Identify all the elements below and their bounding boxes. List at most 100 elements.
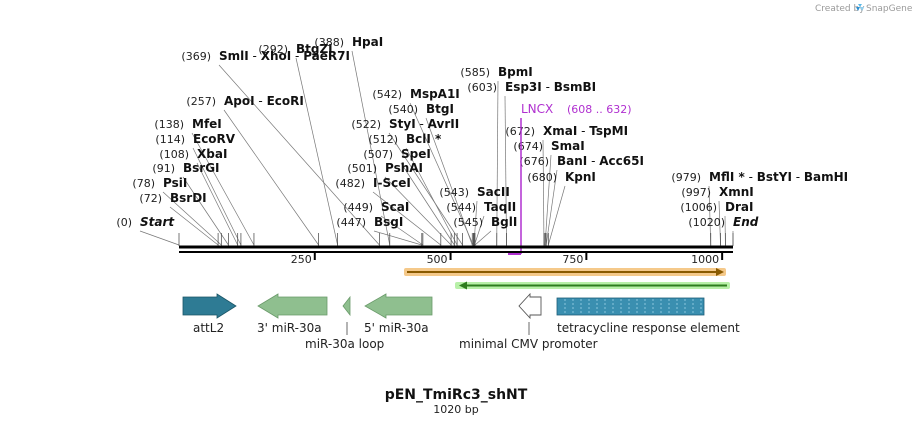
site-enzyme-name: MflI * - BstYI - BamHI bbox=[709, 170, 848, 184]
site-label[interactable]: (91) BsrGI bbox=[152, 161, 219, 175]
primer-name: LNCX bbox=[521, 102, 553, 116]
site-leader bbox=[474, 230, 492, 246]
site-enzyme-name: Start bbox=[140, 215, 175, 229]
site-leader bbox=[192, 147, 242, 246]
feature-3-mir-30a[interactable]: 3' miR-30a bbox=[257, 293, 328, 335]
primer-lncx[interactable]: LNCX (608 .. 632) bbox=[508, 102, 632, 255]
credit-text: Created by bbox=[815, 4, 865, 14]
site-label[interactable]: (257) ApoI - EcoRI bbox=[186, 94, 303, 108]
site-label[interactable]: (680) KpnI bbox=[527, 170, 596, 184]
site-leader bbox=[545, 169, 558, 246]
site-leader bbox=[169, 206, 219, 246]
site-leader bbox=[372, 191, 442, 246]
orf-forward[interactable] bbox=[404, 268, 726, 276]
ruler-tick-label: 750 bbox=[562, 253, 583, 266]
site-enzyme-name: SpeI bbox=[401, 147, 431, 161]
site-enzyme-name: SmaI bbox=[551, 139, 585, 153]
site-enzyme-name: Esp3I - BsmBI bbox=[505, 80, 596, 94]
site-label[interactable]: (447) BsgI bbox=[336, 215, 403, 229]
snapgene-logo-icon bbox=[856, 4, 864, 11]
site-leader bbox=[542, 139, 545, 246]
site-label[interactable]: (507) SpeI bbox=[363, 147, 430, 161]
feature-minimal-cmv-promoter[interactable]: minimal CMV promoter bbox=[459, 292, 598, 351]
site-position: (680) bbox=[527, 171, 557, 184]
site-leader bbox=[409, 102, 474, 246]
site-label[interactable]: (540) BtgI bbox=[388, 102, 454, 116]
site-label[interactable]: (979) MflI * - BstYI - BamHI bbox=[671, 170, 848, 184]
site-label[interactable]: (1006) DraI bbox=[680, 200, 753, 214]
site-label[interactable]: (78) PsiI bbox=[132, 176, 187, 190]
site-enzyme-name: End bbox=[733, 215, 759, 229]
site-label[interactable]: (449) ScaI bbox=[343, 200, 409, 214]
site-leader bbox=[223, 109, 319, 246]
site-enzyme-name: XmnI bbox=[719, 185, 754, 199]
site-position: (501) bbox=[347, 162, 377, 175]
site-position: (585) bbox=[460, 66, 490, 79]
site-label[interactable]: (522) StyI - AvrII bbox=[351, 117, 459, 131]
feature-mir-30a-loop[interactable]: miR-30a loop bbox=[305, 295, 384, 351]
site-labels: (0) Start (72) BsrDI (78) PsiI(91) BsrGI(108) X… bbox=[116, 35, 848, 229]
site-position: (0) bbox=[116, 216, 132, 229]
site-enzyme-name: StyI - AvrII bbox=[389, 117, 459, 131]
mir-30a-loop-arrow-icon bbox=[342, 295, 351, 317]
site-label[interactable]: (1020) End bbox=[688, 215, 758, 229]
site-label[interactable]: (585) BpmI bbox=[460, 65, 532, 79]
site-label[interactable]: (114) EcoRV bbox=[155, 132, 235, 146]
site-position: (603) bbox=[467, 81, 497, 94]
site-enzyme-name: PsiI bbox=[163, 176, 187, 190]
site-label[interactable]: (482) I-SceI bbox=[335, 176, 410, 190]
site-position: (544) bbox=[446, 201, 476, 214]
feature-attl2[interactable]: attL2 bbox=[182, 293, 237, 335]
feature-label: 3' miR-30a bbox=[257, 321, 322, 335]
site-label[interactable]: (512) BclI * bbox=[368, 132, 442, 146]
map-title: pEN_TmiRc3_shNT bbox=[385, 387, 528, 403]
site-position: (543) bbox=[439, 186, 469, 199]
site-label[interactable]: (674) SmaI bbox=[513, 139, 584, 153]
feature-tetracycline-response-element[interactable]: tetracycline response element bbox=[556, 297, 740, 335]
site-leader bbox=[295, 57, 338, 246]
site-position: (449) bbox=[343, 201, 373, 214]
site-label[interactable]: (672) XmaI - TspMI bbox=[505, 124, 628, 138]
site-enzyme-name: PshAI bbox=[385, 161, 423, 175]
site-position: (542) bbox=[372, 88, 402, 101]
site-label[interactable]: (544) TaqII bbox=[446, 200, 516, 214]
site-enzyme-name: SacII bbox=[477, 185, 510, 199]
site-label[interactable]: (108) XbaI bbox=[159, 147, 227, 161]
3-mir-30a-arrow-icon bbox=[257, 293, 328, 319]
site-position: (1020) bbox=[688, 216, 725, 229]
site-label[interactable]: (72) BsrDI bbox=[139, 191, 206, 205]
map-length: 1020 bp bbox=[433, 403, 478, 416]
site-label[interactable]: (676) BanI - Acc65I bbox=[519, 154, 644, 168]
site-leader bbox=[373, 230, 422, 246]
site-position: (138) bbox=[154, 118, 184, 131]
site-position: (512) bbox=[368, 133, 398, 146]
orf-reverse[interactable] bbox=[455, 281, 730, 290]
site-label[interactable]: (542) MspA1I bbox=[372, 87, 459, 101]
site-label[interactable]: (997) XmnI bbox=[681, 185, 753, 199]
site-label[interactable]: (543) SacII bbox=[439, 185, 509, 199]
5-mir-30a-arrow-icon bbox=[364, 293, 433, 319]
site-position: (676) bbox=[519, 155, 549, 168]
site-enzyme-name: ScaI bbox=[381, 200, 409, 214]
site-leader bbox=[425, 117, 473, 246]
site-enzyme-name: HpaI bbox=[352, 35, 383, 49]
site-label[interactable]: (545) BglI bbox=[453, 215, 517, 229]
site-enzyme-name: SmlI - XhoI - PaeR7I bbox=[219, 49, 350, 63]
site-label[interactable]: (388) HpaI bbox=[314, 35, 383, 49]
site-label[interactable]: (369) SmlI - XhoI - PaeR7I bbox=[181, 49, 350, 63]
site-position: (979) bbox=[671, 171, 701, 184]
site-label[interactable]: (501) PshAI bbox=[347, 161, 423, 175]
site-position: (482) bbox=[335, 177, 365, 190]
site-position: (72) bbox=[139, 192, 162, 205]
site-label[interactable]: (138) MfeI bbox=[154, 117, 221, 131]
site-label[interactable]: (0) Start bbox=[116, 215, 175, 229]
site-enzyme-name: BtgZI bbox=[296, 42, 333, 56]
feature-5-mir-30a[interactable]: 5' miR-30a bbox=[364, 293, 433, 335]
site-label[interactable]: (603) Esp3I - BsmBI bbox=[467, 80, 596, 94]
site-enzyme-name: BanI - Acc65I bbox=[557, 154, 644, 168]
site-leader bbox=[547, 185, 566, 246]
site-enzyme-name: ApoI - EcoRI bbox=[224, 94, 304, 108]
site-enzyme-name: TaqII bbox=[484, 200, 516, 214]
site-leader bbox=[351, 50, 391, 246]
site-label[interactable]: (292) BtgZI bbox=[258, 42, 332, 56]
